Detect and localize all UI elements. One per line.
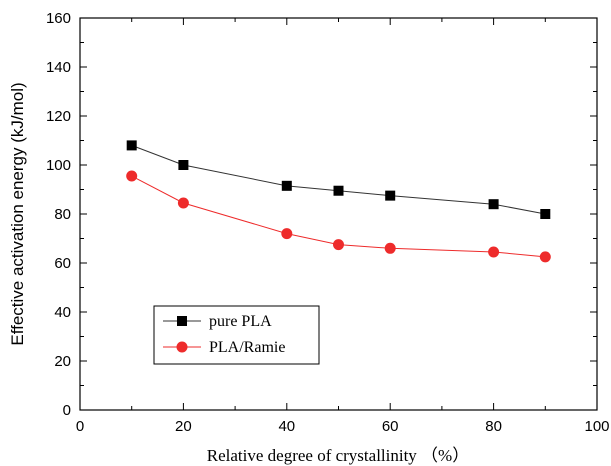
x-tick-label: 100 (584, 418, 609, 435)
x-axis-ticks: 0 20 40 60 80 100 (76, 18, 610, 435)
y-tick-label: 160 (46, 10, 71, 27)
data-point-pure-pla (540, 209, 551, 219)
data-point-pla-ramie (333, 239, 344, 251)
x-tick-label: 20 (175, 418, 192, 435)
x-tick-label: 80 (485, 418, 502, 435)
data-point-pure-pla (385, 190, 396, 201)
y-tick-label: 40 (54, 304, 71, 321)
data-point-pla-ramie (177, 197, 189, 209)
series-layer (126, 140, 551, 263)
data-point-pure-pla (126, 140, 137, 151)
y-tick-label: 100 (46, 157, 71, 174)
data-point-pla-ramie (488, 246, 500, 258)
legend: pure PLA PLA/Ramie (153, 305, 320, 365)
y-tick-label: 80 (54, 206, 71, 223)
y-tick-label: 0 (63, 402, 71, 419)
y-axis-title: Effective activation energy (kJ/mol) (8, 82, 27, 345)
data-point-pure-pla (281, 180, 292, 191)
y-tick-label: 140 (46, 59, 71, 76)
legend-marker-pure-pla (177, 316, 187, 326)
y-tick-label: 60 (54, 255, 71, 272)
data-point-pure-pla (178, 160, 189, 170)
data-point-pla-ramie (126, 170, 138, 182)
x-tick-label: 40 (278, 418, 295, 435)
data-point-pla-ramie (384, 242, 396, 254)
legend-label-pla-ramie: PLA/Ramie (209, 339, 285, 356)
x-tick-label: 60 (382, 418, 399, 435)
data-point-pla-ramie (281, 228, 293, 240)
legend-label-pure-pla: pure PLA (209, 313, 272, 330)
y-tick-label: 20 (54, 353, 71, 370)
y-axis-ticks: 0 20 40 60 80 100 120 140 160 (46, 10, 597, 419)
data-point-pure-pla (488, 199, 499, 210)
y-tick-label: 120 (46, 108, 71, 125)
x-axis-title: Relative degree of crystallinity （%） (207, 446, 469, 465)
x-tick-label: 0 (76, 418, 84, 435)
data-point-pla-ramie (539, 251, 551, 263)
legend-marker-pla-ramie (176, 341, 188, 353)
series-line-pure-pla (131, 144, 546, 215)
legend-box (153, 305, 320, 365)
data-point-pure-pla (333, 185, 344, 196)
